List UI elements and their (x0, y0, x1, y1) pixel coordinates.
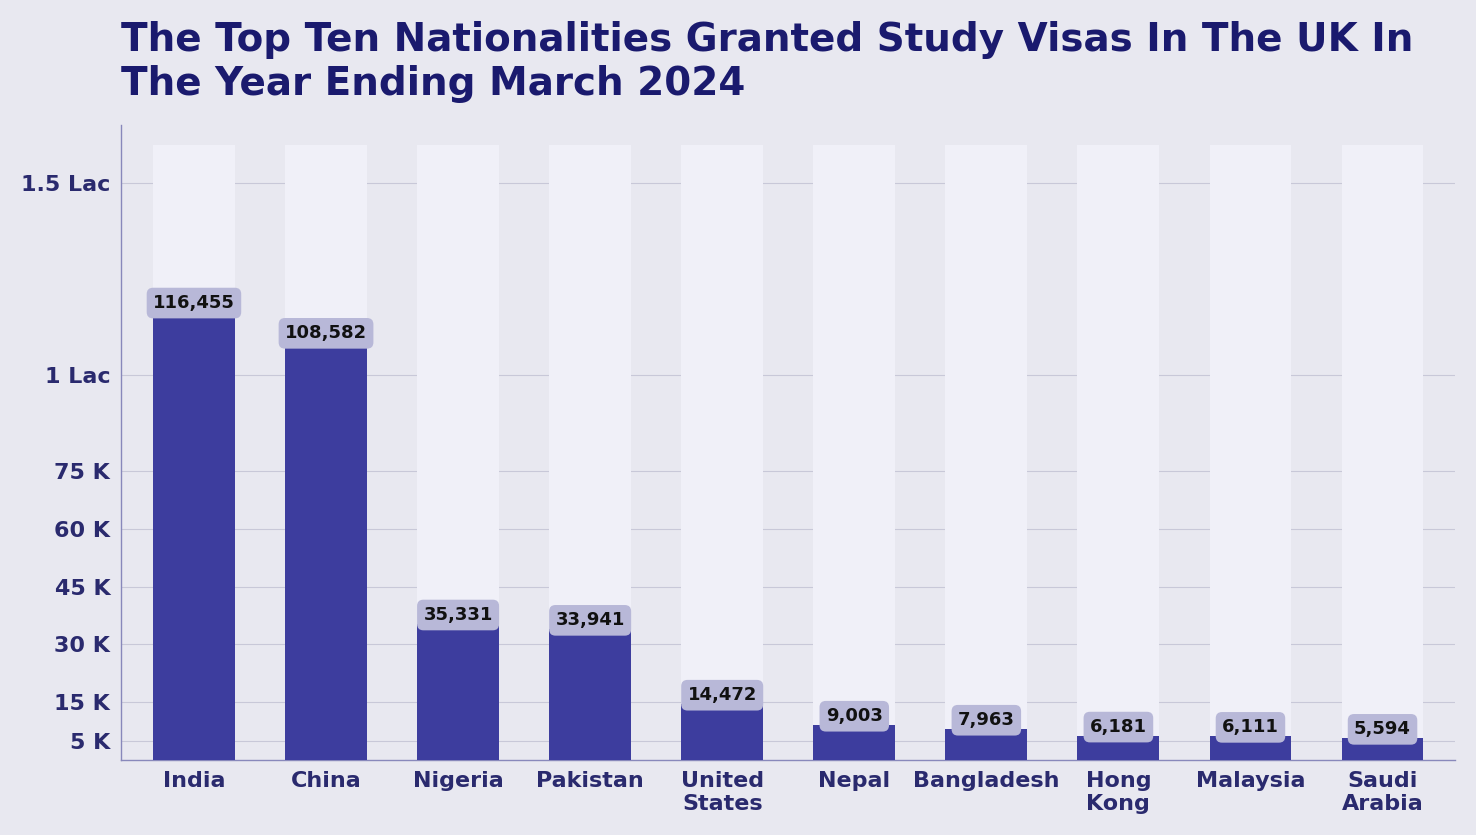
Text: 6,111: 6,111 (1222, 718, 1278, 736)
Text: 35,331: 35,331 (424, 606, 493, 624)
Bar (1209, 144, 1292, 736)
Bar (946, 729, 1027, 760)
Bar (418, 624, 499, 760)
Bar (946, 144, 1027, 729)
Text: 116,455: 116,455 (154, 294, 235, 312)
Bar (1077, 144, 1159, 736)
Text: The Top Ten Nationalities Granted Study Visas In The UK In
The Year Ending March: The Top Ten Nationalities Granted Study … (121, 21, 1414, 103)
Bar (549, 144, 632, 630)
Text: 6,181: 6,181 (1089, 718, 1147, 736)
Bar (682, 144, 763, 704)
Bar (154, 144, 235, 312)
Bar (1342, 144, 1423, 738)
Bar (682, 704, 763, 760)
Text: 9,003: 9,003 (827, 707, 883, 726)
Text: 33,941: 33,941 (555, 611, 624, 630)
Bar (1342, 738, 1423, 760)
Bar (285, 144, 368, 342)
Text: 5,594: 5,594 (1353, 721, 1411, 738)
Text: 108,582: 108,582 (285, 324, 368, 342)
Bar (154, 312, 235, 760)
Bar (418, 144, 499, 624)
Bar (549, 630, 632, 760)
Bar (1209, 736, 1292, 760)
Text: 7,963: 7,963 (958, 711, 1015, 729)
Bar (813, 144, 896, 726)
Bar (1077, 736, 1159, 760)
Bar (813, 726, 896, 760)
Text: 14,472: 14,472 (688, 686, 757, 704)
Bar (285, 342, 368, 760)
